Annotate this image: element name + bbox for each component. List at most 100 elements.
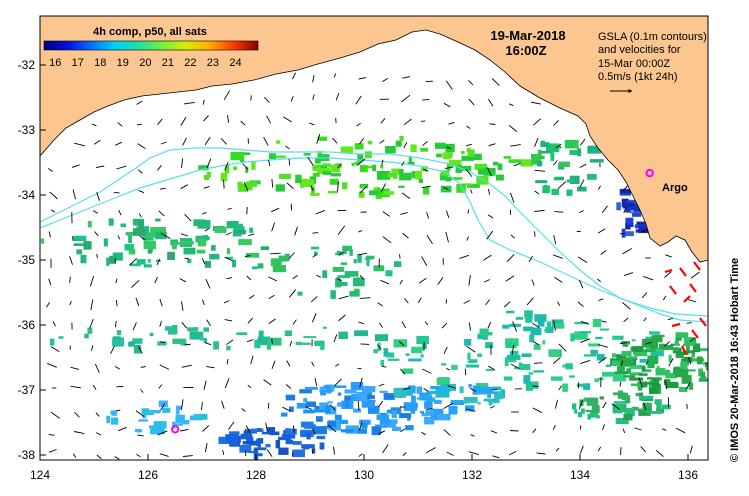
sst-patch: [619, 358, 631, 367]
sst-patch: [367, 140, 373, 145]
velocity-arrow: [271, 179, 274, 188]
velocity-arrow: [597, 228, 606, 234]
front-segment: [683, 295, 691, 303]
sst-patch: [147, 259, 151, 263]
sst-patch: [329, 178, 339, 185]
velocity-arrow: [181, 364, 192, 368]
velocity-arrow: [622, 185, 629, 192]
velocity-arrow: [183, 101, 195, 105]
velocity-arrow: [506, 254, 515, 263]
sst-patch: [361, 400, 375, 408]
sst-patch: [410, 405, 416, 414]
velocity-arrow: [338, 295, 349, 300]
velocity-arrow: [116, 409, 121, 412]
front-segment: [669, 285, 677, 295]
sst-patch: [569, 150, 578, 155]
velocity-arrow: [118, 209, 122, 216]
sst-patch: [570, 333, 575, 342]
velocity-arrow: [421, 431, 426, 436]
sst-patch: [402, 387, 413, 396]
velocity-arrow: [114, 456, 120, 460]
sst-patch: [113, 336, 121, 340]
velocity-arrow: [311, 449, 314, 454]
sst-patch: [340, 282, 348, 287]
sst-patch: [143, 264, 152, 268]
sst-patch: [76, 249, 83, 255]
velocity-arrow: [338, 251, 344, 256]
velocity-arrow: [510, 234, 515, 239]
sst-patch: [149, 332, 154, 337]
velocity-arrow: [675, 427, 686, 434]
velocity-arrow: [282, 116, 292, 123]
sst-patch: [330, 290, 336, 300]
velocity-arrow: [140, 389, 144, 393]
sst-patch: [681, 375, 692, 384]
velocity-arrow: [357, 252, 367, 256]
velocity-arrow: [597, 344, 608, 348]
velocity-arrow: [49, 191, 58, 200]
sst-patch: [361, 185, 366, 189]
velocity-arrow: [446, 367, 451, 371]
sst-patch: [436, 378, 450, 385]
sst-patch: [203, 175, 209, 180]
velocity-arrow: [533, 362, 543, 364]
sst-patch: [135, 428, 141, 432]
velocity-arrow: [359, 297, 371, 299]
velocity-arrow: [359, 274, 365, 280]
sst-patch: [136, 259, 146, 265]
gsla-contours: [40, 147, 708, 323]
velocity-arrow: [157, 165, 162, 171]
velocity-arrow: [333, 73, 337, 78]
lon-label: 128: [246, 468, 266, 482]
sst-patch: [405, 353, 410, 356]
velocity-arrow: [598, 185, 601, 190]
sst-patch: [344, 395, 356, 401]
sst-patch: [340, 262, 348, 265]
sst-patch: [251, 266, 258, 270]
sst-patch: [635, 392, 640, 397]
velocity-arrow: [206, 366, 215, 369]
sst-patch: [373, 349, 378, 354]
velocity-arrow: [271, 207, 280, 213]
velocity-arrow: [72, 189, 76, 200]
sst-patch: [631, 406, 639, 411]
colorbar-tick-label: 19: [117, 57, 129, 69]
sst-patch: [246, 252, 260, 258]
velocity-arrow: [247, 384, 252, 389]
sst-patch: [459, 386, 464, 393]
sst-patch: [116, 330, 122, 336]
sst-patch: [590, 349, 598, 355]
velocity-arrow: [553, 119, 559, 126]
sst-patch: [340, 429, 355, 433]
sst-patch: [451, 177, 463, 180]
velocity-arrow: [181, 399, 184, 410]
sst-patch: [665, 382, 679, 389]
velocity-arrow: [580, 138, 586, 146]
velocity-arrow: [117, 235, 121, 240]
sst-patch: [125, 231, 140, 236]
sst-patch: [87, 221, 92, 228]
velocity-arrow: [180, 184, 189, 190]
sst-patch: [266, 343, 271, 350]
velocity-arrow: [422, 98, 430, 101]
sst-patch: [655, 368, 666, 376]
sst-patch: [613, 401, 626, 404]
sst-patch: [586, 397, 599, 406]
sst-patch: [138, 419, 148, 422]
sst-patch: [590, 411, 599, 418]
velocity-arrow: [508, 103, 514, 107]
sst-patch: [129, 341, 135, 347]
sst-patch: [479, 386, 493, 393]
velocity-arrow: [425, 407, 433, 411]
velocity-arrow: [399, 341, 405, 346]
sst-patch: [279, 173, 291, 179]
sst-patch: [214, 227, 227, 233]
sst-patch: [354, 143, 364, 150]
sst-patch: [200, 335, 204, 341]
sst-patch: [380, 359, 385, 367]
sst-patch: [423, 187, 430, 195]
velocity-arrow: [469, 387, 477, 392]
velocity-arrow: [426, 212, 430, 219]
sst-patch: [442, 152, 452, 160]
sst-patch: [623, 414, 633, 421]
